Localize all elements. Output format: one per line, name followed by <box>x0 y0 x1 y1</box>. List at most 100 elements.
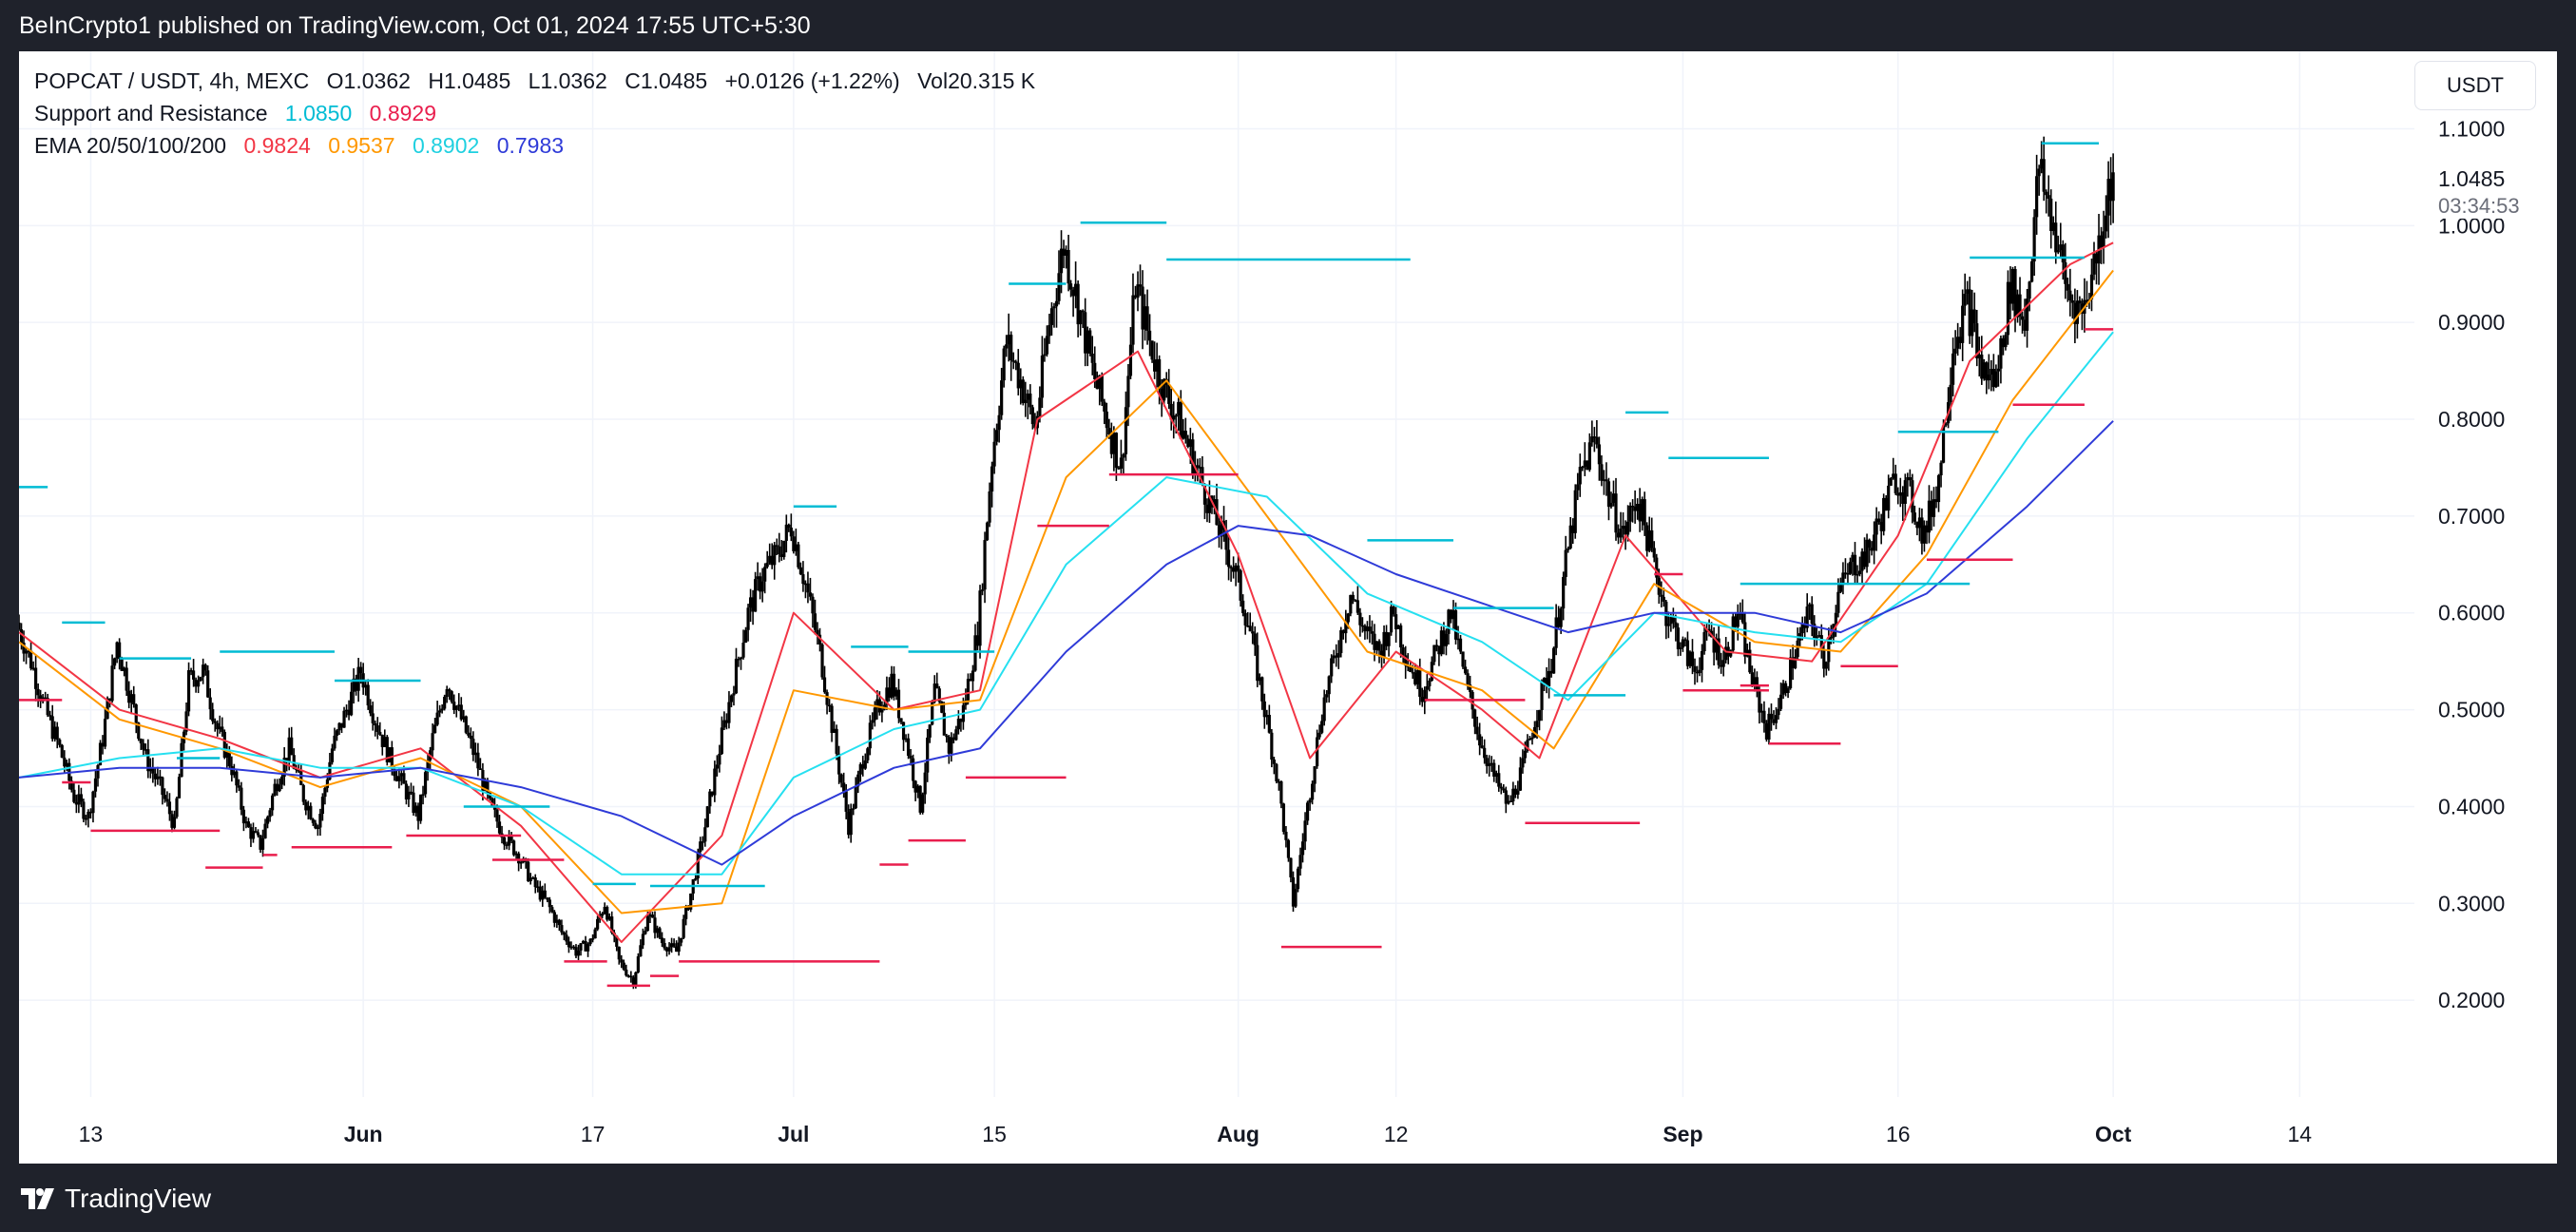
candle-body <box>1762 710 1766 723</box>
currency-button[interactable]: USDT <box>2414 61 2536 110</box>
candle <box>2066 278 2069 302</box>
legend-ohlc-row[interactable]: POPCAT / USDT, 4h, MEXC O1.0362 H1.0485 … <box>34 65 1047 97</box>
candle-body <box>645 916 650 932</box>
candle-body <box>1305 802 1310 821</box>
candle <box>639 939 643 957</box>
candle-body <box>1336 653 1340 658</box>
candle <box>1404 645 1408 680</box>
candle-body <box>1002 348 1006 381</box>
candle <box>2089 258 2094 312</box>
candle-body <box>1049 308 1054 325</box>
candle <box>710 791 714 798</box>
candle-body <box>1260 677 1264 702</box>
candle-body <box>282 758 286 777</box>
candle <box>763 563 767 594</box>
candle-body <box>290 737 294 756</box>
candle <box>734 647 739 695</box>
candle-body <box>1944 423 1948 426</box>
candle-body <box>1755 677 1759 690</box>
candle-body <box>817 634 822 645</box>
candle-body <box>19 629 24 644</box>
candle <box>1898 477 1902 508</box>
legend-ema-row[interactable]: EMA 20/50/100/200 0.9824 0.9537 0.8902 0… <box>34 129 1047 162</box>
candle-body <box>1874 518 1878 535</box>
candle <box>2108 157 2113 225</box>
candle <box>1289 857 1293 883</box>
candle-body <box>1788 657 1793 689</box>
candle-body <box>170 814 174 828</box>
tradingview-logo-icon[interactable] <box>19 1184 57 1213</box>
candle <box>1547 658 1551 699</box>
candle-body <box>318 814 322 828</box>
candle-body <box>1870 548 1874 551</box>
candle <box>839 773 843 788</box>
candle <box>1817 630 1821 638</box>
candle-body <box>950 737 953 754</box>
candle <box>557 918 561 932</box>
candle <box>1317 724 1321 741</box>
candle-body <box>1552 647 1556 674</box>
candle <box>1932 487 1936 527</box>
candle <box>1860 548 1864 586</box>
candle-body <box>1270 732 1274 760</box>
time-tick-label: 13 <box>79 1122 104 1146</box>
candle-body <box>1492 762 1496 778</box>
candle-body <box>1953 348 1957 354</box>
candle <box>1420 687 1424 707</box>
candle <box>1327 675 1331 703</box>
legend-symbol[interactable]: POPCAT / USDT, 4h, MEXC <box>34 68 310 93</box>
price-axis[interactable]: 0.20000.30000.40000.50000.60000.70000.80… <box>2438 116 2505 1012</box>
candle-body <box>1289 857 1293 877</box>
candle <box>1103 398 1106 425</box>
candle <box>1360 617 1365 633</box>
candle <box>2068 268 2072 317</box>
candle <box>2094 251 2099 285</box>
candle <box>1638 488 1642 532</box>
candle-body <box>801 574 805 585</box>
candle-body <box>885 687 889 705</box>
candle-body <box>985 522 990 541</box>
candle <box>1483 739 1487 764</box>
candle <box>1901 486 1905 521</box>
candle <box>505 841 509 850</box>
candle-body <box>1100 375 1104 402</box>
candle <box>213 718 217 732</box>
candle <box>1396 625 1400 630</box>
candle-body <box>1237 565 1240 571</box>
candle <box>1944 422 1948 428</box>
candle-body <box>1040 356 1045 398</box>
legend-sr-label[interactable]: Support and Resistance <box>34 101 268 125</box>
candle-body <box>1549 670 1553 674</box>
candle-body <box>1679 647 1682 649</box>
legend-ema-label[interactable]: EMA 20/50/100/200 <box>34 133 227 158</box>
candle-body <box>2068 290 2072 301</box>
candle-body <box>344 709 349 712</box>
candle-body <box>1174 414 1178 417</box>
candle-body <box>835 728 838 754</box>
candle-body <box>1925 525 1929 533</box>
candle <box>335 728 339 741</box>
candle <box>1628 502 1632 532</box>
legend-sr-row[interactable]: Support and Resistance 1.0850 0.8929 <box>34 97 1047 129</box>
candle <box>1095 371 1099 390</box>
candle <box>1068 279 1073 298</box>
candle <box>2047 175 2050 217</box>
candle-body <box>1862 551 1867 568</box>
candle <box>352 668 356 704</box>
candle <box>502 835 507 851</box>
candle-body <box>1043 354 1047 356</box>
chart-frame[interactable]: 13 Jun 17 Jul 15 Aug 12 Sep 16 Oct 14 0.2000 0.3000… <box>19 51 2557 1164</box>
candle <box>990 461 994 508</box>
candle-body <box>1384 631 1389 646</box>
candle <box>1683 637 1687 646</box>
price-tick-label: 0.7000 <box>2438 504 2505 529</box>
candle-body <box>297 769 300 772</box>
price-chart[interactable]: 13 Jun 17 Jul 15 Aug 12 Sep 16 Oct 14 0.20000.3000… <box>19 51 2557 1164</box>
candle-body <box>2104 215 2108 232</box>
candle <box>988 482 991 528</box>
price-tick-label: 0.3000 <box>2438 891 2505 915</box>
candle-body <box>1956 337 1960 349</box>
candle-body <box>798 567 802 575</box>
footer-brand[interactable]: TradingView <box>65 1184 212 1213</box>
time-axis[interactable]: 13 Jun 17 Jul 15 Aug 12 Sep 16 Oct 14 <box>79 1122 2313 1146</box>
